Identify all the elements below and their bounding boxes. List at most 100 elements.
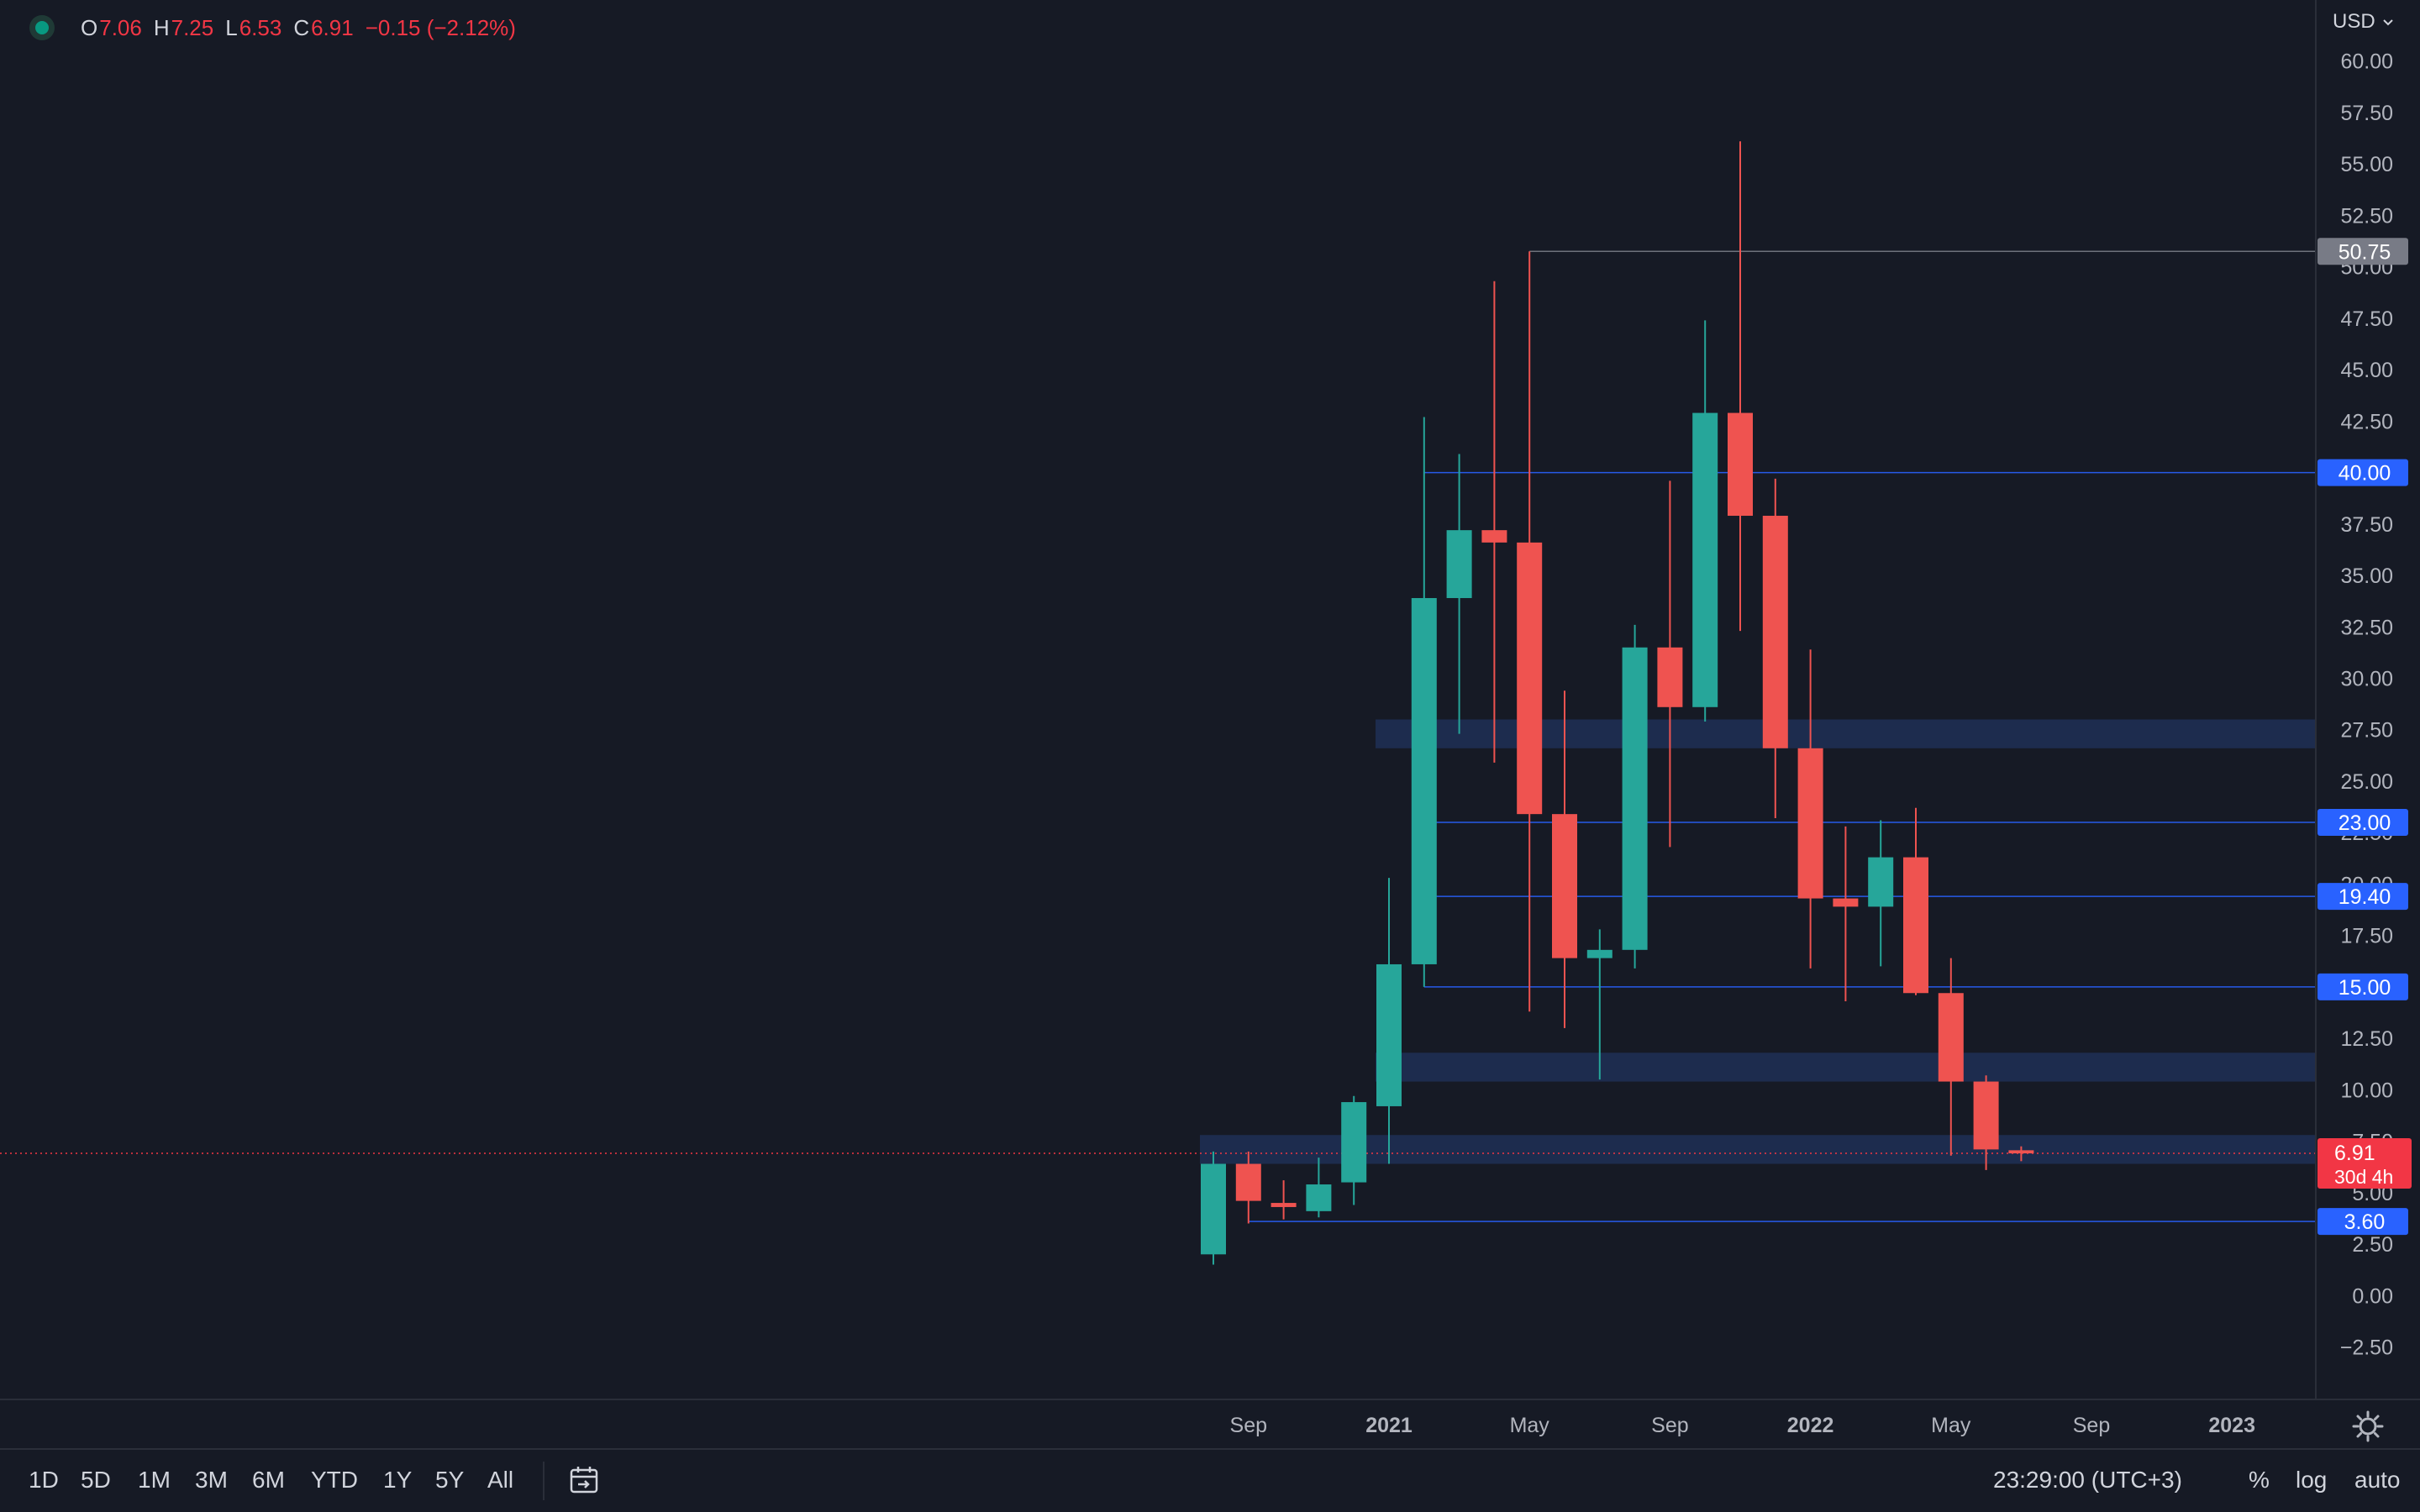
candle-body [1692,412,1718,707]
candle-body [1201,1163,1226,1255]
change-value: −0.15 (−2.12%) [365,14,516,40]
candle-body [1341,1102,1367,1183]
x-tick-label: Sep [1230,1414,1267,1437]
open-label: O [81,14,98,40]
open-value: 7.06 [99,14,142,40]
candle-body [1833,898,1859,907]
low-label: L [225,14,238,40]
price-level-badge-label: 15.00 [2338,976,2391,1000]
x-tick-label: 2023 [2208,1414,2255,1437]
y-tick-label: 2.50 [2352,1233,2393,1257]
candle-body [1797,748,1823,899]
range-6m-button[interactable]: 6M [252,1467,285,1493]
log-toggle[interactable]: log [2296,1467,2328,1493]
y-tick-label: 25.00 [2340,770,2393,794]
y-tick-label: 0.00 [2352,1284,2393,1308]
range-1d-button[interactable]: 1D [29,1467,59,1493]
candle-body [1517,542,1543,815]
ohlc-legend: O 7.06 H 7.25 L 6.53 C 6.91 −0.15 (−2.12… [25,13,516,42]
y-tick-label: 52.50 [2340,204,2393,228]
candle-body [1235,1163,1261,1201]
y-tick-label: 30.00 [2340,668,2393,691]
y-tick-label: 27.50 [2340,719,2393,743]
y-tick-label: 32.50 [2340,616,2393,639]
price-level-badge [2317,459,2408,486]
y-tick-label: 45.00 [2340,359,2393,382]
auto-toggle[interactable]: auto [2354,1467,2401,1493]
clock-timezone[interactable]: 23:29:00 (UTC+3) [1993,1467,2182,1493]
candle-body [1270,1203,1297,1207]
price-level-badge [2317,238,2408,265]
percent-toggle[interactable]: % [2249,1467,2270,1493]
y-tick-label: 42.50 [2340,410,2393,433]
x-tick-label: 2022 [1787,1414,1834,1437]
price-level-badge-label: 23.00 [2338,811,2391,835]
go-to-date-icon[interactable] [568,1465,602,1497]
candle-body [1657,647,1683,707]
price-level-badge [2317,1208,2408,1236]
x-tick-label: Sep [2073,1414,2110,1437]
close-label: C [293,14,310,40]
low-value: 6.53 [239,14,282,40]
x-tick-label: May [1510,1414,1550,1437]
y-tick-label: 57.50 [2340,102,2393,125]
range-5y-button[interactable]: 5Y [435,1467,465,1493]
y-tick-label: −2.50 [2340,1336,2393,1360]
chevron-down-icon [2383,18,2394,26]
candle-body [1306,1184,1332,1211]
price-level-badge-label: 40.00 [2338,462,2391,486]
bottom-toolbar: 1D 5D 1M 3M 6M YTD 1Y 5Y All 23:29:00 (U… [0,1448,2420,1512]
range-3m-button[interactable]: 3M [195,1467,228,1493]
candle-body [2008,1150,2034,1154]
x-tick-label: 2021 [1365,1414,1413,1437]
candle-body [1622,647,1648,950]
candle-body [1903,857,1928,994]
candle-body [1762,516,1788,748]
range-5d-button[interactable]: 5D [81,1467,111,1493]
price-level-badge-label: 19.40 [2338,885,2391,909]
high-value: 7.25 [171,14,214,40]
support-resistance-zone [1376,719,2315,748]
currency-label: USD [2333,10,2375,33]
market-status-icon[interactable] [25,13,59,42]
candle-body [1868,857,1894,907]
y-tick-label: 55.00 [2340,153,2393,176]
range-1m-button[interactable]: 1M [138,1467,171,1493]
range-1y-button[interactable]: 1Y [383,1467,413,1493]
toolbar-divider [543,1462,544,1500]
candle-body [1938,993,1964,1082]
y-tick-label: 47.50 [2340,307,2393,331]
support-resistance-zone [1200,1135,2315,1164]
x-tick-label: Sep [1651,1414,1688,1437]
candle-body [1728,412,1753,517]
y-tick-label: 12.50 [2340,1027,2393,1051]
high-label: H [153,14,170,40]
y-tick-label: 60.00 [2340,50,2393,74]
support-resistance-zone [1376,1053,2315,1082]
price-level-badge-label: 50.75 [2338,240,2391,264]
candle-body [1446,530,1472,598]
price-level-badge [2317,883,2408,911]
candle-body [1552,814,1577,958]
candle-body [1973,1081,1999,1150]
range-all-button[interactable]: All [487,1467,514,1493]
y-tick-label: 35.00 [2340,564,2393,588]
countdown-label: 30d 4h [2334,1166,2393,1188]
candle-body [1481,530,1507,543]
y-tick-label: 17.50 [2340,925,2393,948]
price-level-badge [2317,973,2408,1000]
candle-body [1586,949,1612,958]
range-ytd-button[interactable]: YTD [311,1467,358,1493]
candle-body [1376,963,1402,1106]
last-price-label: 6.91 [2334,1142,2375,1165]
x-tick-label: May [1931,1414,1971,1437]
y-tick-label: 37.50 [2340,513,2393,537]
gear-icon[interactable] [2349,1408,2386,1445]
last-price-badge [2317,1138,2412,1189]
price-level-badge [2317,808,2408,836]
close-value: 6.91 [311,14,354,40]
candle-body [1411,597,1437,964]
currency-selector[interactable]: USD [2333,10,2394,34]
price-level-badge-label: 3.60 [2344,1210,2386,1234]
